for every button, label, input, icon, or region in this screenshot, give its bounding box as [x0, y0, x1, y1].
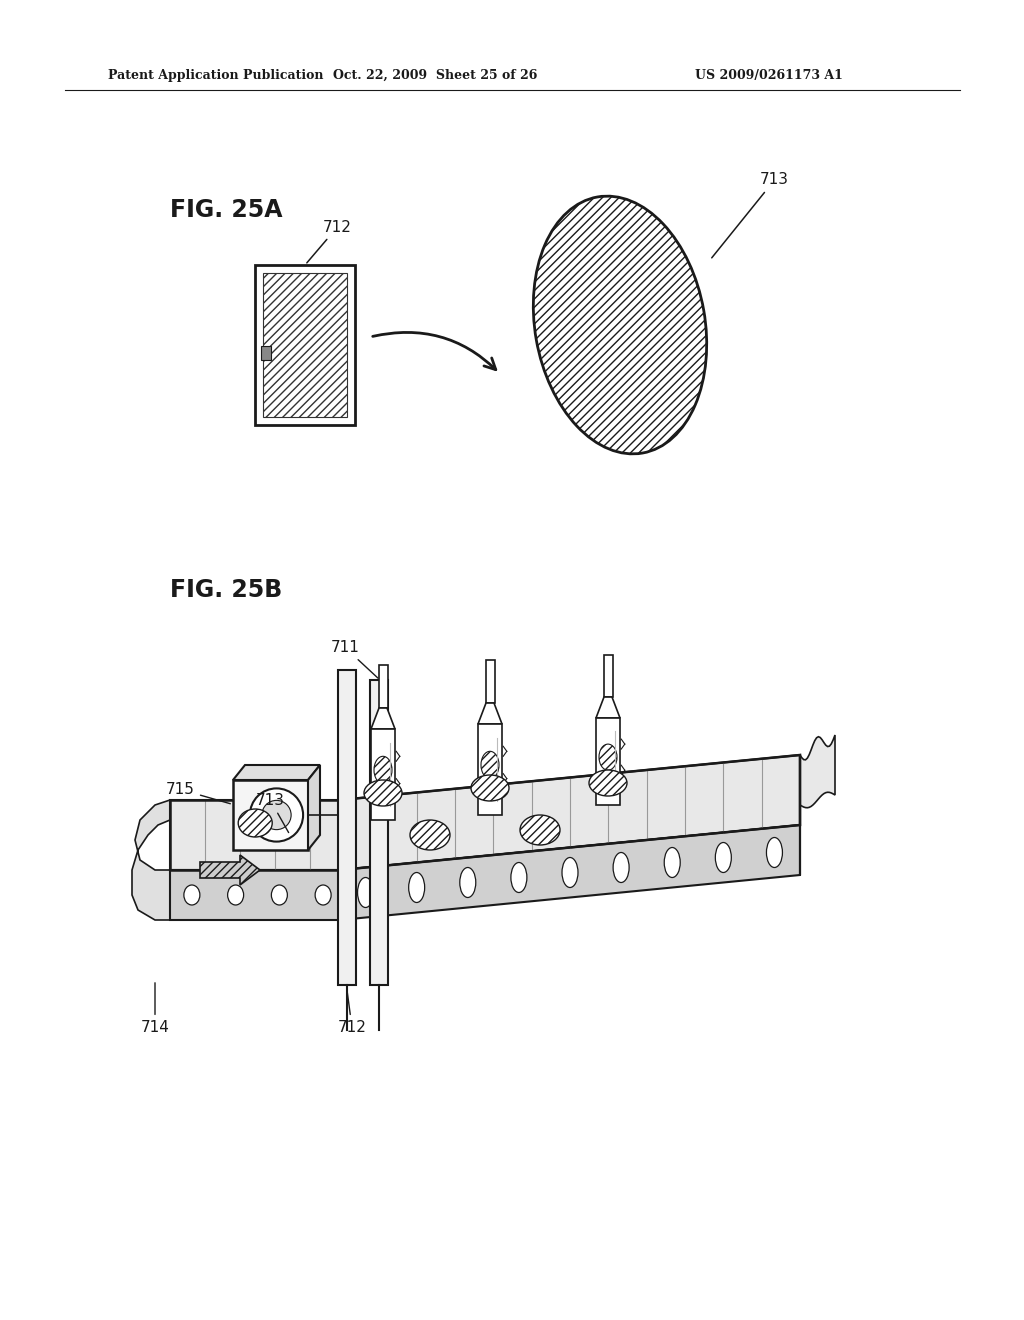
Bar [255, 265, 355, 425]
Polygon shape [596, 697, 620, 718]
Ellipse shape [315, 884, 331, 906]
Polygon shape [308, 766, 319, 850]
Bar [263, 273, 347, 417]
Bar [604, 655, 613, 697]
Ellipse shape [589, 770, 627, 796]
Ellipse shape [184, 884, 200, 906]
Polygon shape [800, 735, 835, 808]
Bar [486, 660, 495, 704]
Ellipse shape [227, 884, 244, 906]
Polygon shape [340, 825, 800, 920]
Ellipse shape [481, 751, 499, 779]
Bar [478, 723, 502, 814]
Polygon shape [132, 800, 170, 920]
Ellipse shape [262, 800, 291, 830]
Polygon shape [370, 680, 388, 985]
Text: 714: 714 [140, 983, 169, 1035]
Ellipse shape [562, 858, 578, 887]
Text: 711: 711 [331, 640, 378, 678]
Ellipse shape [534, 197, 707, 454]
Polygon shape [478, 704, 502, 723]
Bar [596, 718, 620, 805]
Ellipse shape [374, 756, 392, 784]
Ellipse shape [460, 867, 476, 898]
Bar [371, 729, 395, 820]
Polygon shape [170, 870, 345, 920]
Text: 713: 713 [712, 173, 790, 257]
Ellipse shape [665, 847, 680, 878]
Text: FIG. 25B: FIG. 25B [170, 578, 283, 602]
Polygon shape [233, 766, 319, 780]
Ellipse shape [250, 788, 303, 842]
Ellipse shape [511, 862, 527, 892]
Polygon shape [371, 708, 395, 729]
Ellipse shape [766, 837, 782, 867]
Ellipse shape [613, 853, 629, 883]
Text: 713: 713 [256, 793, 289, 833]
Text: 712: 712 [307, 219, 352, 263]
Ellipse shape [599, 744, 617, 770]
Text: 715: 715 [166, 781, 230, 804]
Polygon shape [338, 671, 356, 985]
Polygon shape [170, 800, 345, 870]
Text: Patent Application Publication: Patent Application Publication [108, 69, 324, 82]
Text: Oct. 22, 2009  Sheet 25 of 26: Oct. 22, 2009 Sheet 25 of 26 [333, 69, 538, 82]
Text: US 2009/0261173 A1: US 2009/0261173 A1 [695, 69, 843, 82]
Bar [379, 665, 388, 708]
Ellipse shape [409, 873, 425, 903]
Text: 712: 712 [338, 993, 367, 1035]
Polygon shape [200, 855, 260, 884]
Ellipse shape [357, 878, 374, 908]
Text: FIG. 25A: FIG. 25A [170, 198, 283, 222]
Ellipse shape [364, 780, 402, 807]
Ellipse shape [716, 842, 731, 873]
Ellipse shape [239, 809, 272, 837]
Ellipse shape [471, 775, 509, 801]
Ellipse shape [410, 820, 450, 850]
Ellipse shape [520, 814, 560, 845]
Ellipse shape [271, 884, 288, 906]
Polygon shape [233, 780, 308, 850]
Polygon shape [340, 755, 800, 870]
Bar [261, 346, 271, 360]
